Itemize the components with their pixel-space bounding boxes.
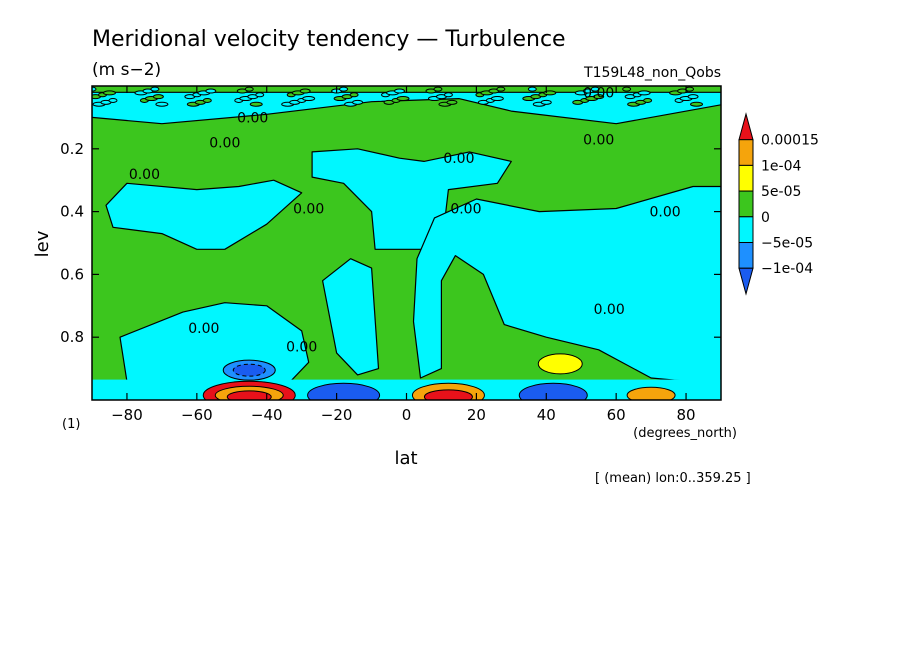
region-negative-sh-mid <box>105 179 303 250</box>
x-tick-label: 0 <box>402 406 412 424</box>
noise-blob <box>443 92 453 98</box>
noise-blob <box>433 86 443 92</box>
colorbar-bin <box>738 164 754 192</box>
noise-blob <box>643 97 653 103</box>
x-tick-label: −80 <box>111 406 143 424</box>
contour-label: 0.00 <box>583 85 614 101</box>
noise-blob <box>102 90 116 96</box>
noise-blob <box>540 99 552 105</box>
colorbar-label: 1e-04 <box>761 158 801 174</box>
contour-label: 0.00 <box>450 201 481 217</box>
x-tick-label: 40 <box>537 406 556 424</box>
feature-neg-sh-trop <box>307 382 381 400</box>
noise-blob <box>152 94 164 100</box>
noise-blob <box>352 99 364 105</box>
colorbar-bin-bottom <box>738 267 754 296</box>
noise-blob <box>637 90 651 96</box>
region-negative-center <box>311 148 512 250</box>
x-axis-units: (degrees_north) <box>633 426 737 441</box>
x-tick-label: −20 <box>321 406 353 424</box>
feature-neg-sh-core <box>232 363 266 377</box>
noise-blob <box>543 90 557 96</box>
colorbar-label: 5e-05 <box>761 184 801 200</box>
colorbar-label: 0 <box>761 210 770 226</box>
contour-label: 0.00 <box>293 201 324 217</box>
y-axis-label: lev <box>32 230 53 257</box>
colorbar-bin <box>738 242 754 269</box>
noise-blob <box>302 96 316 102</box>
y-tick-label: 0.8 <box>60 328 84 346</box>
region-negative-sh-trop <box>322 258 380 376</box>
feature-max-nh <box>423 389 473 400</box>
noise-blob <box>249 101 263 107</box>
region-negative-nh <box>412 185 721 385</box>
experiment-label: T159L48_non_Qobs <box>583 65 721 81</box>
noise-blob <box>687 94 699 100</box>
feature-high-nh-pole <box>626 386 676 400</box>
noise-blob <box>255 92 265 98</box>
contour-label: 0.00 <box>650 205 681 221</box>
noise-blob <box>92 86 97 92</box>
contour-label: 0.00 <box>286 340 317 356</box>
contour-label: 0.00 <box>594 302 625 318</box>
noise-blob <box>446 99 458 105</box>
noise-blob <box>150 86 160 92</box>
noise-blob <box>690 101 704 107</box>
colorbar-bin-top <box>738 112 754 141</box>
chart-title: Meridional velocity tendency — Turbulenc… <box>92 27 566 52</box>
noise-blob <box>593 94 605 100</box>
contour-field: 0.00 0.00 0.00 0.00 0.00 0.00 0.00 0.00 0.00 0.00… <box>92 85 721 400</box>
x-tick-label: −40 <box>251 406 283 424</box>
colorbar-label: 0.00015 <box>761 133 819 149</box>
colorbar-label: −1e-04 <box>761 261 813 277</box>
colorbar: 0.00015 1e-04 5e-05 0 −5e-05 −1e-04 <box>738 112 819 296</box>
noise-blob <box>396 96 410 102</box>
feature-max-sh-core <box>226 390 272 400</box>
x-tick-label: 60 <box>607 406 626 424</box>
noise-blob <box>394 88 406 94</box>
colorbar-bin <box>738 190 754 218</box>
contour-label: 0.00 <box>188 321 219 337</box>
x-tick-label: 20 <box>467 406 486 424</box>
noise-blob <box>496 86 506 92</box>
x-axis-label: lat <box>394 448 417 469</box>
noise-blob <box>339 86 349 92</box>
noise-blob <box>299 88 311 94</box>
y-axis-units: (1) <box>62 417 80 432</box>
noise-blob <box>205 88 217 94</box>
contour-label: 0.00 <box>443 151 474 167</box>
noise-blob <box>244 86 254 92</box>
noise-blob <box>155 101 169 107</box>
noise-blob <box>349 92 359 98</box>
noise-blob <box>685 86 695 92</box>
y-tick-label: 0.2 <box>60 140 84 158</box>
chart-units: (m s−2) <box>92 60 161 80</box>
colorbar-bin <box>738 139 754 166</box>
colorbar-bin <box>738 216 754 244</box>
contour-label: 0.00 <box>129 167 160 183</box>
noise-blob <box>202 97 212 103</box>
y-tick-label: 0.6 <box>60 265 84 283</box>
contour-label: 0.00 <box>583 132 614 148</box>
noise-blob <box>590 86 600 92</box>
y-axis: 0.2 0.4 0.6 0.8 <box>60 140 721 346</box>
noise-blob <box>527 86 537 92</box>
x-tick-label: −60 <box>181 406 213 424</box>
feature-neg-nh <box>518 382 588 400</box>
averaging-note: [ (mean) lon:0..359.25 ] <box>595 471 751 486</box>
contour-label: 0.00 <box>209 136 240 152</box>
feature-pos-nh <box>537 353 583 375</box>
contour-label: 0.00 <box>237 110 268 126</box>
noise-blob <box>622 86 632 92</box>
x-tick-label: 80 <box>677 406 696 424</box>
colorbar-label: −5e-05 <box>761 236 813 252</box>
noise-blob <box>108 97 118 103</box>
y-tick-label: 0.4 <box>60 203 84 221</box>
noise-blob <box>490 96 504 102</box>
x-axis: −80 −60 −40 −20 0 20 40 60 80 <box>111 86 696 424</box>
